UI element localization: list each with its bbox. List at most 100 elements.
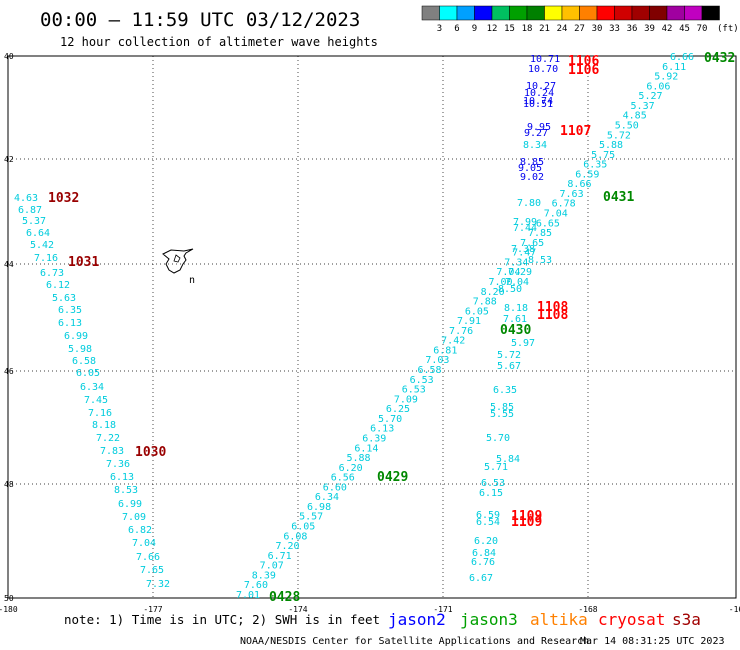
wave-height-value: 7.65 <box>520 238 544 249</box>
wave-height-value: 5.55 <box>490 409 514 420</box>
wave-height-value: 7.65 <box>140 565 164 576</box>
wave-height-value: 7.22 <box>96 433 120 444</box>
wave-height-value: 6.76 <box>471 557 495 568</box>
wave-height-value: 6.35 <box>493 385 517 396</box>
lat-label: 44 <box>4 260 14 269</box>
wave-height-value: 7.60 <box>244 580 268 591</box>
wave-height-value: 7.42 <box>441 336 465 347</box>
wave-height-value: 6.34 <box>80 382 104 393</box>
wave-height-value: 10.24 <box>524 88 554 99</box>
scale-swatch <box>456 5 475 21</box>
wave-height-value: 8.20 <box>481 287 505 298</box>
wave-height-value: 6.58 <box>417 365 441 376</box>
wave-height-value: 7.44 <box>513 223 537 234</box>
wave-height-value: 6.15 <box>479 488 503 499</box>
pass-label: 1107 <box>560 124 591 139</box>
scale-tick-label: 3 <box>437 24 442 34</box>
wave-height-value: 6.84 <box>472 548 496 559</box>
wave-height-value: 6.13 <box>110 472 134 483</box>
legend-entry-jason3: jason3 <box>460 610 518 629</box>
scale-swatch <box>526 5 545 21</box>
wave-height-value: 7.16 <box>88 408 112 419</box>
wave-height-value: 7.09 <box>394 394 418 405</box>
lat-label: 48 <box>4 480 14 489</box>
pass-label: 1108 <box>537 300 568 315</box>
scale-swatch <box>474 5 493 21</box>
scale-tick-label: 15 <box>504 24 515 34</box>
wave-height-value: 7.00 <box>489 277 513 288</box>
scale-swatch <box>684 5 703 21</box>
wave-height-value: 6.35 <box>58 305 82 316</box>
pass-label: 1032 <box>48 191 79 206</box>
scale-swatch <box>701 5 720 21</box>
wave-height-value: 8.34 <box>523 140 547 151</box>
lon-label: -177 <box>143 605 162 614</box>
scale-swatch <box>614 5 633 21</box>
wave-height-value: 6.53 <box>410 375 434 386</box>
wave-height-value: 6.05 <box>465 306 489 317</box>
scale-swatch <box>631 5 650 21</box>
grid-lines <box>8 56 736 598</box>
scale-swatch <box>439 5 458 21</box>
wave-height-value: 9.02 <box>520 172 544 183</box>
wave-height-value: 7.88 <box>473 297 497 308</box>
wave-height-value: 5.50 <box>615 120 639 131</box>
island-label: n <box>189 275 195 286</box>
wave-height-value: 7.04 <box>505 277 529 288</box>
pass-label: 1108 <box>537 308 568 323</box>
wave-height-value: 7.09 <box>122 512 146 523</box>
wave-height-value: 7.03 <box>425 355 449 366</box>
wave-height-value: 7.63 <box>560 189 584 200</box>
wave-height-value: 7.20 <box>275 541 299 552</box>
wave-height-value: 7.45 <box>84 395 108 406</box>
wave-height-value: 6.05 <box>76 368 100 379</box>
wave-height-value: 6.11 <box>662 62 686 73</box>
scale-tick-label: 45 <box>679 24 690 34</box>
scale-tick-label: 6 <box>454 24 459 34</box>
wave-height-value: 7.61 <box>503 314 527 325</box>
wave-height-value: 7.47 <box>512 248 536 259</box>
wave-height-value: 10.51 <box>523 99 553 110</box>
scale-swatch <box>421 5 440 21</box>
legend-entry-cryosat: cryosat <box>598 610 665 629</box>
wave-height-value: 7.80 <box>517 198 541 209</box>
wave-height-value: 6.66 <box>670 52 694 63</box>
pass-label: 1109 <box>511 515 542 530</box>
pass-label: 0431 <box>603 190 634 205</box>
track-values: 4.636.875.376.645.427.166.736.125.636.35… <box>14 52 694 601</box>
wave-height-value: 6.58 <box>72 356 96 367</box>
wave-height-value: 6.87 <box>18 205 42 216</box>
scale-tick-label: 70 <box>697 24 708 34</box>
wave-height-value: 5.37 <box>631 101 655 112</box>
scale-tick-label: 27 <box>574 24 585 34</box>
wave-height-value: 6.60 <box>323 482 347 493</box>
wave-height-value: 7.32 <box>146 579 170 590</box>
wave-height-value: 10.70 <box>528 64 558 75</box>
lat-label: 40 <box>4 52 14 61</box>
wave-height-value: 6.82 <box>128 525 152 536</box>
wave-height-value: 7.76 <box>449 326 473 337</box>
color-scale-bar: 3 6 9 12 15 18 21 24 27 30 33 36 39 42 45 70 (ft) <box>421 5 739 34</box>
wave-height-value: 7.34 <box>504 257 528 268</box>
pass-label: 0429 <box>377 470 408 485</box>
scale-unit: (ft) <box>717 24 739 34</box>
page-subtitle: 12 hour collection of altimeter wave hei… <box>60 35 378 49</box>
legend-entry-jason2: jason2 <box>388 610 446 629</box>
scale-tick-label: 18 <box>522 24 533 34</box>
scale-swatch <box>666 5 685 21</box>
wave-height-value: 6.25 <box>386 404 410 415</box>
footer-note: note: 1) Time is in UTC; 2) SWH is in fe… <box>64 612 380 627</box>
wave-height-value: 5.97 <box>511 338 535 349</box>
wave-height-value: 6.20 <box>474 536 498 547</box>
scale-tick-label: 9 <box>472 24 477 34</box>
wave-height-value: 6.67 <box>469 573 493 584</box>
wave-height-value: 10.27 <box>526 81 556 92</box>
scale-swatch <box>491 5 510 21</box>
wave-height-value: 7.36 <box>106 459 130 470</box>
wave-height-value: 6.99 <box>64 331 88 342</box>
footer-credit: NOAA/NESDIS Center for Satellite Applica… <box>240 636 589 647</box>
island-outline <box>162 248 194 274</box>
scale-swatch <box>596 5 615 21</box>
lat-label: 46 <box>4 367 14 376</box>
pass-label: 1031 <box>68 255 99 270</box>
